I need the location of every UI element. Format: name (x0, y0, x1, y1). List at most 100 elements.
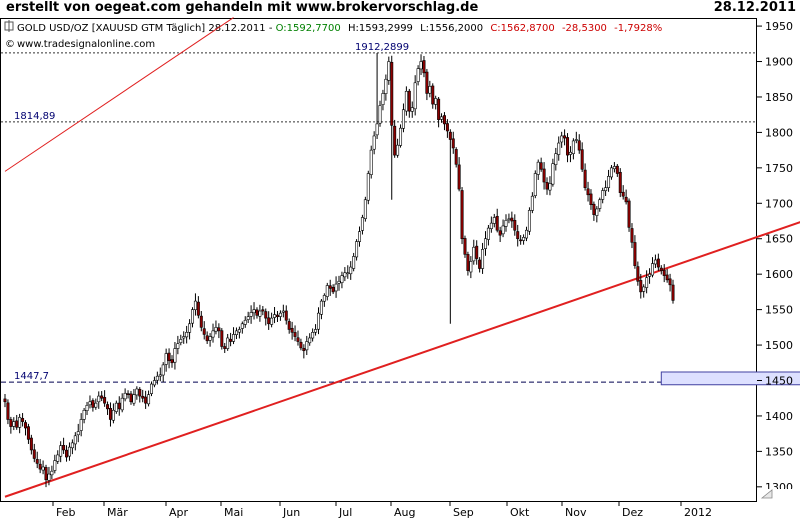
candle-body-5 (18, 417, 22, 428)
candle-body-108 (319, 300, 323, 315)
header-date: 28.12.2011 (713, 0, 796, 15)
candle-body-2 (9, 419, 13, 427)
candle-body-85 (252, 309, 256, 314)
candle-body-142 (419, 61, 423, 70)
candle-body-9 (29, 437, 33, 451)
candle-body-136 (401, 109, 405, 129)
candle-body-149 (440, 116, 444, 120)
y-tick-label-1: 1900 (765, 56, 793, 69)
candle-body-52 (155, 375, 159, 381)
y-tick-label-0: 1950 (765, 20, 793, 33)
candle-body-34 (103, 397, 107, 404)
candle-body-24 (73, 435, 77, 445)
candle-body-64 (191, 309, 195, 324)
candle-body-67 (199, 315, 203, 328)
candle-body-134 (396, 144, 400, 156)
candle-body-121 (358, 231, 362, 242)
candle-body-72 (214, 327, 218, 332)
candle-body-140 (413, 82, 417, 110)
candle-body-69 (205, 335, 209, 342)
candle-body-182 (536, 161, 540, 175)
candle-body-115 (340, 275, 344, 283)
candle-body-110 (325, 285, 329, 297)
level-label-2: 1447,7 (14, 371, 49, 382)
y-tick-label-11: 1400 (765, 410, 793, 423)
candle-body-91 (270, 317, 274, 325)
candle-body-113 (334, 283, 338, 292)
candle-body-40 (120, 397, 124, 411)
candle-body-227 (668, 278, 672, 286)
candle-body-114 (337, 280, 341, 284)
x-tick-label-9: Nov (565, 506, 587, 519)
x-tick-label-4: Jun (282, 506, 300, 519)
candle-body-106 (314, 329, 318, 333)
candle-body-202 (595, 208, 599, 216)
candle-body-112 (331, 286, 335, 293)
candle-body-58 (173, 348, 177, 363)
candle-body-118 (349, 266, 353, 275)
candle-body-185 (545, 182, 549, 190)
candle-body-128 (378, 105, 382, 124)
candle-body-131 (387, 61, 391, 81)
candle-body-95 (281, 310, 285, 313)
candle-body-188 (554, 153, 558, 165)
y-axis: 1950 1900 1850 1800 1750 1700 1650 1600 1550 1500… (757, 20, 793, 494)
candle-body-211 (621, 191, 625, 197)
candle-body-14 (44, 467, 48, 481)
candle-body-138 (407, 90, 411, 112)
legend-open: O:1592,7700 (276, 23, 341, 34)
candle-body-119 (352, 256, 356, 269)
candle-body-151 (445, 123, 449, 132)
candle-body-220 (648, 273, 652, 277)
candle-body-117 (346, 272, 350, 275)
candle-body-224 (659, 267, 663, 271)
candle-body-160 (472, 246, 476, 262)
candle-body-221 (650, 263, 654, 276)
legend-copyright-icon: © (5, 39, 15, 50)
candle-body-47 (141, 395, 145, 399)
candle-body-23 (70, 442, 74, 449)
legend-source: www.tradesignalonline.com (17, 39, 155, 50)
candle-body-143 (422, 60, 426, 74)
candle-body-159 (469, 261, 473, 273)
candle-body-11 (35, 459, 39, 464)
candle-body-129 (381, 93, 385, 105)
candle-body-184 (542, 168, 546, 183)
candle-body-218 (642, 286, 646, 292)
candle-body-111 (328, 285, 332, 289)
candle-body-154 (454, 149, 458, 165)
candle-body-77 (229, 338, 233, 342)
y-tick-label-2: 1850 (765, 91, 793, 104)
candle-body-144 (425, 71, 429, 94)
y-tick-label-3: 1800 (765, 126, 793, 139)
candle-body-13 (41, 466, 45, 471)
candle-body-132 (390, 62, 394, 126)
candle-body-215 (633, 242, 637, 266)
candle-body-174 (513, 220, 517, 231)
resize-corner-icon[interactable] (760, 489, 773, 499)
level-label-0: 1912,2899 (355, 42, 409, 53)
candle-body-63 (188, 323, 192, 333)
legend-change-pct: -1,7928% (614, 23, 662, 34)
x-axis: Feb Mär Apr Mai Jun Jul Aug Sep Okt Nov Dez 2012 (52, 501, 712, 519)
y-tick-label-6: 1650 (765, 233, 793, 246)
candle-body-31 (94, 402, 98, 408)
y-tick-label-9: 1500 (765, 339, 793, 352)
x-tick-label-11: 2012 (684, 506, 712, 519)
candle-body-15 (47, 473, 51, 481)
candle-body-76 (226, 337, 230, 349)
candle-body-135 (399, 127, 403, 146)
candle-body-100 (296, 337, 300, 342)
candle-body-133 (393, 125, 397, 156)
candle-body-33 (100, 395, 104, 399)
y-tick-label-8: 1550 (765, 304, 793, 317)
legend-close: C:1562,8700 (490, 23, 554, 34)
candle-body-43 (129, 393, 133, 403)
candle-body-32 (97, 395, 101, 403)
candle-body-123 (363, 199, 367, 219)
header-bar: erstellt von oegeat.com gehandeln mit ww… (0, 0, 800, 18)
candle-body-150 (442, 115, 446, 125)
candle-body-48 (144, 396, 148, 404)
candle-body-116 (343, 272, 347, 278)
trendline-0 (4, 17, 234, 172)
